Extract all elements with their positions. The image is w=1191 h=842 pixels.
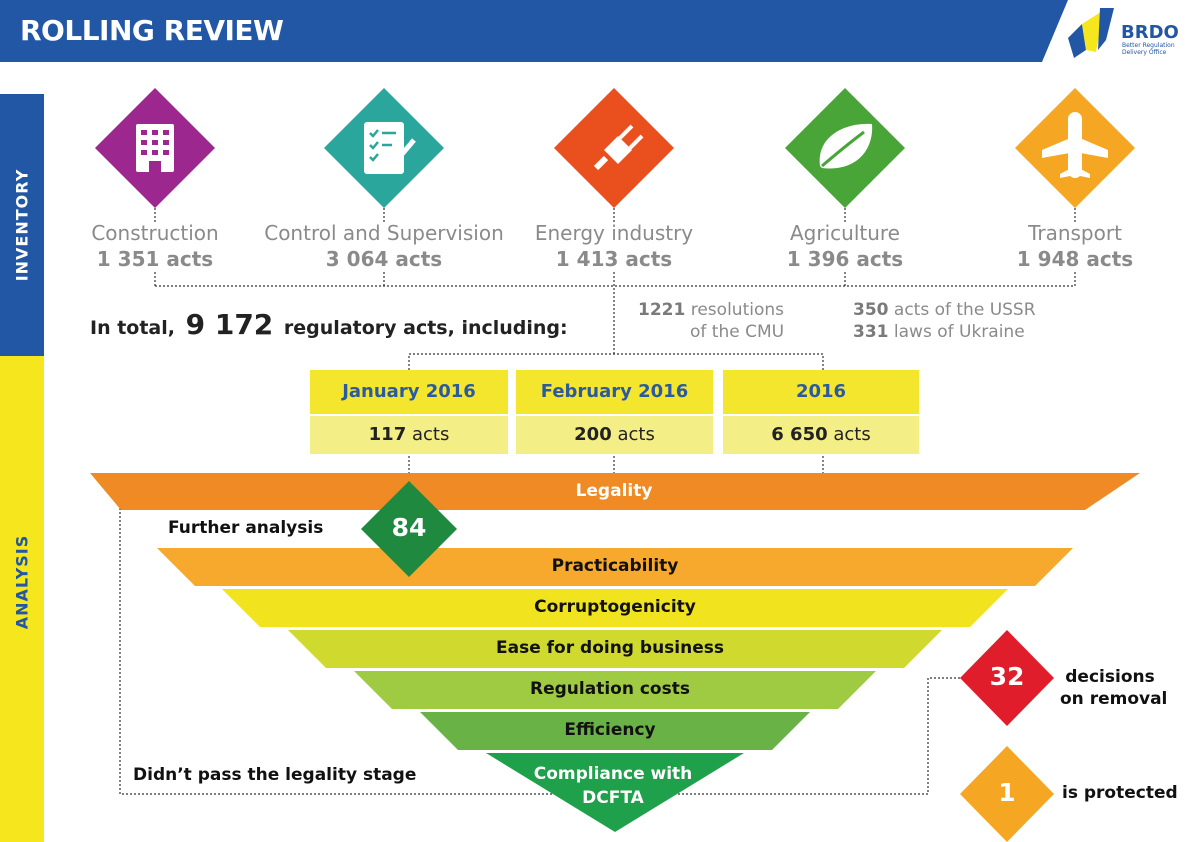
stage-label-costs: Regulation costs (530, 679, 690, 699)
protected-diamond (960, 746, 1054, 842)
building-icon (136, 124, 174, 172)
period-count-feb: 200 acts (516, 416, 713, 454)
period-header-jan: January 2016 (310, 370, 508, 414)
stage-band-ease (288, 630, 942, 668)
logo-text: BRDO (1121, 22, 1179, 43)
period-count-jan: 117 acts (310, 416, 508, 454)
total-suffix: regulatory acts, including: (283, 317, 568, 339)
period-unit-2016: acts (833, 424, 871, 445)
ussr-number: 350 (853, 300, 889, 320)
sidebar-analysis: ANALYSIS (0, 356, 44, 842)
laws-text: laws of Ukraine (893, 322, 1025, 342)
cmu-number: 1221 (638, 300, 686, 320)
period-header-feb: February 2016 (516, 370, 713, 414)
note-cmu: 1221 resolutions of the CMU (638, 299, 784, 343)
further-analysis-label: Further analysis (168, 518, 324, 538)
category-name-agriculture: Agriculture (790, 221, 900, 245)
plane-icon (1042, 112, 1108, 178)
protected-value: 1 (998, 778, 1016, 807)
removal-diamond (960, 630, 1054, 726)
period-unit-feb: acts (617, 424, 655, 445)
sidebar-inventory: INVENTORY (0, 94, 44, 356)
stage-band-dcfta (486, 753, 744, 832)
period-num-feb: 200 (574, 424, 612, 445)
removal-value: 32 (989, 662, 1025, 691)
logo-sub-line1: Better Regulation (1122, 42, 1175, 49)
stage-band-efficiency (420, 712, 810, 750)
total-prefix: In total, (90, 317, 175, 339)
category-count-energy: 1 413 acts (555, 247, 673, 271)
category-name-construction: Construction (91, 221, 219, 245)
removal-text2: on removal (1060, 689, 1168, 709)
stage-label-practicability: Practicability (551, 556, 679, 576)
laws-number: 331 (853, 322, 889, 342)
category-count-construction: 1 351 acts (96, 247, 214, 271)
plug-icon (593, 124, 644, 171)
leaf-icon (819, 123, 873, 169)
removal-text: decisions on removal (1060, 666, 1168, 710)
stage-band-legality (90, 473, 1140, 510)
stage-band-practicability (157, 548, 1073, 586)
stage-label-dcfta-1: Compliance with (533, 764, 693, 784)
total-number: 9 172 (185, 308, 274, 341)
further-analysis-value: 84 (391, 513, 427, 542)
category-name-transport: Transport (1028, 221, 1122, 245)
stage-label-corruptogenicity: Corruptogenicity (534, 597, 696, 617)
protected-text: is protected (1062, 783, 1178, 803)
ussr-text: acts of the USSR (893, 300, 1036, 320)
cmu-text2: of the CMU (690, 322, 785, 342)
stage-band-corruptogenicity (222, 589, 1008, 627)
category-name-control: Control and Supervision (264, 221, 504, 245)
period-num-2016: 6 650 (771, 424, 828, 445)
checklist-icon (364, 122, 416, 174)
total-summary: In total, 9 172 regulatory acts, includi… (90, 308, 568, 341)
page-title: ROLLING REVIEW (20, 14, 284, 47)
stage-label-legality: Legality (575, 481, 653, 501)
cmu-text1: resolutions (690, 300, 784, 320)
brdo-logo-icon (1068, 8, 1114, 58)
removal-text1: decisions (1065, 667, 1155, 687)
category-count-control: 3 064 acts (325, 247, 443, 271)
stage-label-dcfta-2: DCFTA (582, 788, 644, 808)
failed-legality-label: Didn’t pass the legality stage (133, 765, 417, 785)
header-bar (0, 0, 1114, 62)
logo-subtitle: Better Regulation Delivery Office (1122, 42, 1175, 56)
stage-label-ease: Ease for doing business (496, 638, 724, 658)
further-analysis-diamond (361, 481, 457, 577)
note-ussr-laws: 350 acts of the USSR 331 laws of Ukraine (853, 299, 1036, 343)
logo-sub-line2: Delivery Office (1122, 49, 1167, 56)
period-unit-jan: acts (411, 424, 450, 445)
period-count-2016: 6 650 acts (723, 416, 919, 454)
stage-band-costs (354, 671, 876, 709)
stage-label-efficiency: Efficiency (564, 720, 656, 740)
category-count-transport: 1 948 acts (1016, 247, 1134, 271)
period-header-2016: 2016 (723, 370, 919, 414)
category-count-agriculture: 1 396 acts (786, 247, 904, 271)
category-name-energy: Energy industry (534, 221, 694, 245)
period-num-jan: 117 (368, 424, 407, 445)
